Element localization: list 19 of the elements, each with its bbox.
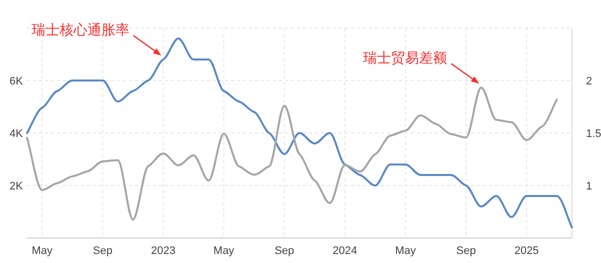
annotation: 瑞士贸易差额	[363, 50, 448, 67]
y2-tick-label: 1.5	[586, 128, 601, 140]
line-series	[26, 86, 558, 221]
x-tick-label: 2024	[332, 245, 358, 257]
x-tick-label: Sep	[456, 245, 476, 257]
line-series	[26, 38, 573, 228]
y-tick-label: 4K	[10, 128, 24, 140]
x-tick-label: 2023	[151, 245, 176, 257]
x-tick-label: May	[395, 245, 416, 257]
y2-tick-label: 2	[586, 76, 592, 88]
x-tick-label: 2025	[514, 245, 539, 257]
x-tick-label: Sep	[274, 245, 294, 257]
x-tick-label: Sep	[92, 245, 112, 257]
y-tick-label: 2K	[10, 180, 24, 192]
annotation: 瑞士核心通胀率	[31, 22, 130, 38]
y2-tick-label: 1	[586, 180, 592, 192]
x-tick-label: May	[32, 245, 54, 257]
x-tick-label: May	[213, 245, 235, 257]
y-tick-label: 6K	[10, 76, 24, 88]
